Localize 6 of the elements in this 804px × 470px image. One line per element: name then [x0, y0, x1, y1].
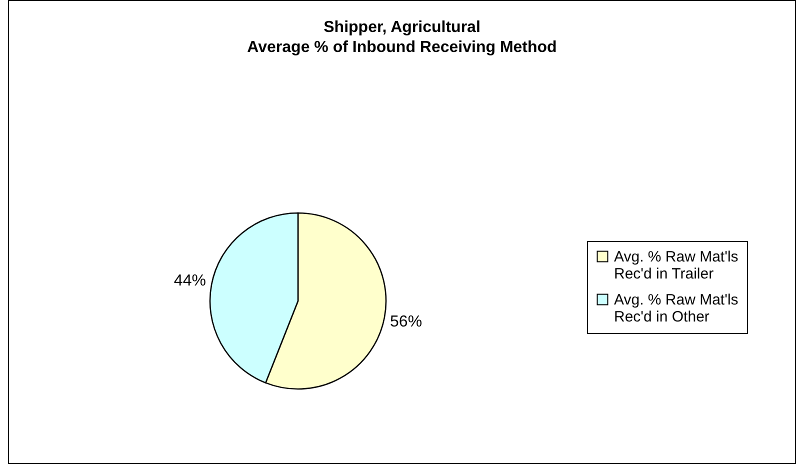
- legend-label: Avg. % Raw Mat'ls Rec'd in Other: [614, 292, 738, 326]
- chart-subtitle: Average % of Inbound Receiving Method: [247, 39, 557, 56]
- legend-label: Avg. % Raw Mat'ls Rec'd in Trailer: [614, 248, 738, 282]
- chart-title: Shipper, Agricultural: [324, 19, 480, 36]
- data-label: 56%: [390, 314, 422, 331]
- data-label: 44%: [174, 272, 206, 290]
